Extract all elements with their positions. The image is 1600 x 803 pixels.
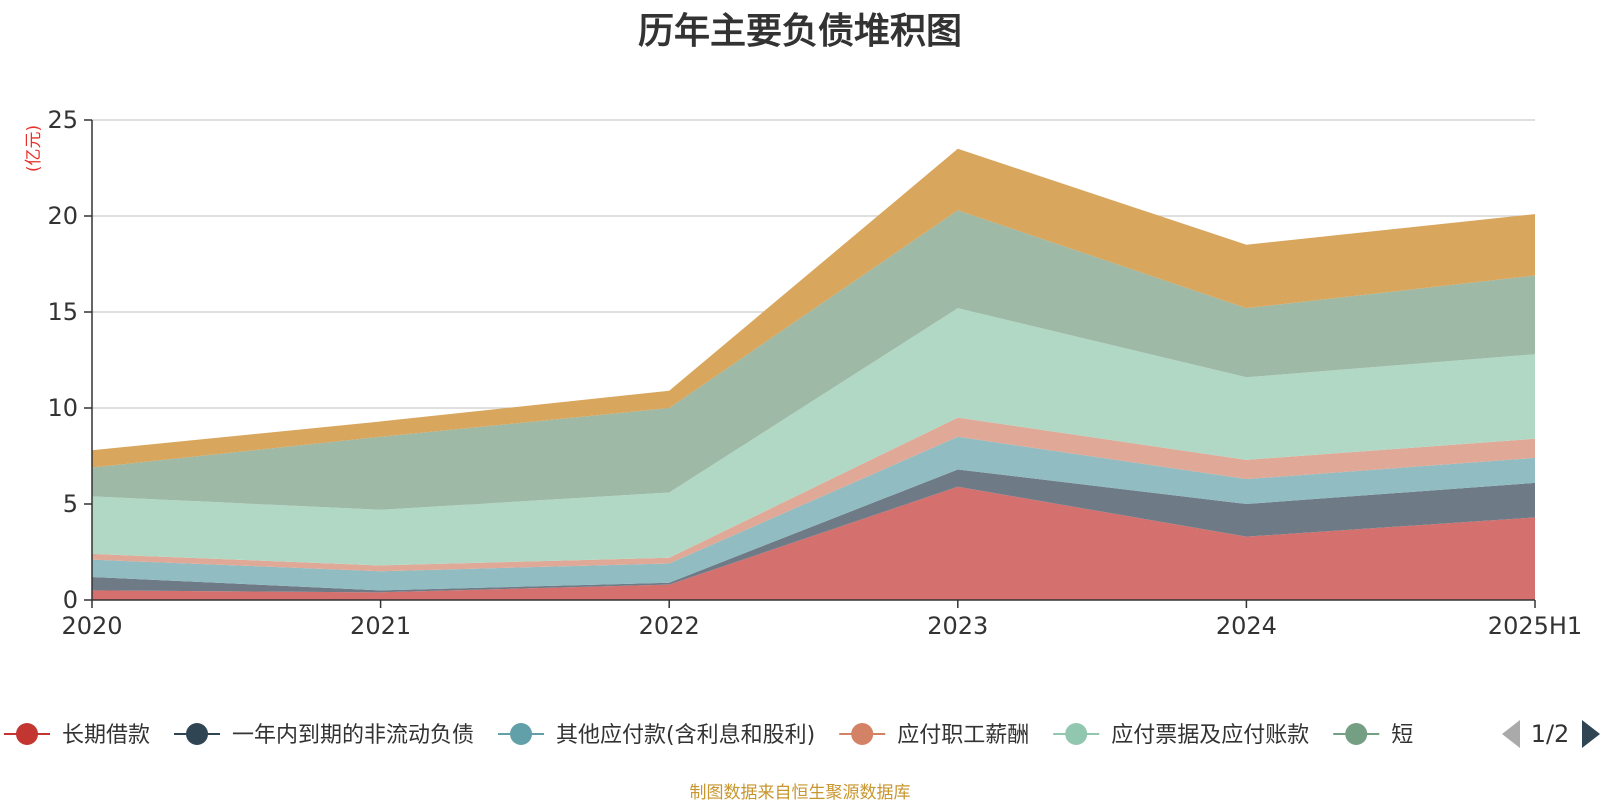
y-tick-label: 20: [47, 202, 78, 230]
chart-title: 历年主要负债堆积图: [637, 11, 962, 52]
legend-label: 应付职工薪酬: [897, 723, 1029, 748]
legend-label: 其他应付款(含利息和股利): [556, 723, 815, 748]
legend-marker-icon: [16, 723, 38, 745]
y-tick-label: 10: [47, 394, 78, 422]
legend-item[interactable]: 短: [1333, 723, 1413, 748]
area-series-1: [92, 486, 1535, 600]
legend-marker-icon: [1065, 723, 1088, 745]
legend-next-icon[interactable]: [1582, 720, 1600, 748]
area-series-2: [92, 469, 1535, 593]
legend[interactable]: 长期借款 一年内到期的非流动负债 其他应付款(含利息和股利) 应付职工薪酬 应付票据及应…: [4, 723, 1413, 748]
legend-prev-icon[interactable]: [1502, 720, 1520, 748]
legend-marker-icon: [186, 723, 209, 745]
x-tick-label: 2022: [639, 612, 700, 640]
legend-item[interactable]: 长期借款: [4, 723, 150, 748]
legend-label: 长期借款: [62, 723, 150, 748]
legend-pager: 1/2: [1502, 720, 1600, 748]
legend-label: 应付票据及应付账款: [1111, 723, 1309, 748]
area-layer: [92, 148, 1535, 600]
legend-marker-icon: [510, 723, 533, 745]
y-tick-label: 15: [47, 298, 78, 326]
x-tick-label: 2020: [61, 612, 122, 640]
legend-item[interactable]: 应付职工薪酬: [839, 723, 1029, 748]
x-tick-label: 2024: [1216, 612, 1277, 640]
y-axis-unit: (亿元): [24, 124, 45, 173]
y-tick-label: 5: [63, 490, 78, 518]
x-tick-label: 2025H1: [1488, 612, 1582, 640]
area-series-4: [92, 417, 1535, 572]
legend-item[interactable]: 其他应付款(含利息和股利): [498, 723, 815, 748]
legend-item[interactable]: 一年内到期的非流动负债: [174, 723, 474, 748]
legend-label: 一年内到期的非流动负债: [232, 723, 474, 748]
area-series-6: [92, 210, 1535, 510]
legend-marker-icon: [1345, 723, 1368, 745]
area-series-3: [92, 436, 1535, 591]
area-series-5: [92, 308, 1535, 566]
y-tick-label: 25: [47, 106, 78, 134]
legend-label: 短: [1391, 723, 1413, 748]
legend-marker-icon: [851, 723, 874, 745]
axis-layer: 0 5 10 15 20 25 2020 2021 2022 2023 2024 2025H1: [47, 106, 1582, 640]
y-tick-label: 0: [63, 586, 78, 614]
legend-item[interactable]: 应付票据及应付账款: [1053, 723, 1309, 748]
y-axis-label: (亿元): [14, 118, 50, 178]
area-series-7: [92, 148, 1535, 468]
data-source-note: 制图数据来自恒生聚源数据库: [689, 783, 911, 803]
x-tick-label: 2023: [927, 612, 988, 640]
x-tick-label: 2021: [350, 612, 411, 640]
legend-page-indicator: 1/2: [1531, 720, 1570, 748]
